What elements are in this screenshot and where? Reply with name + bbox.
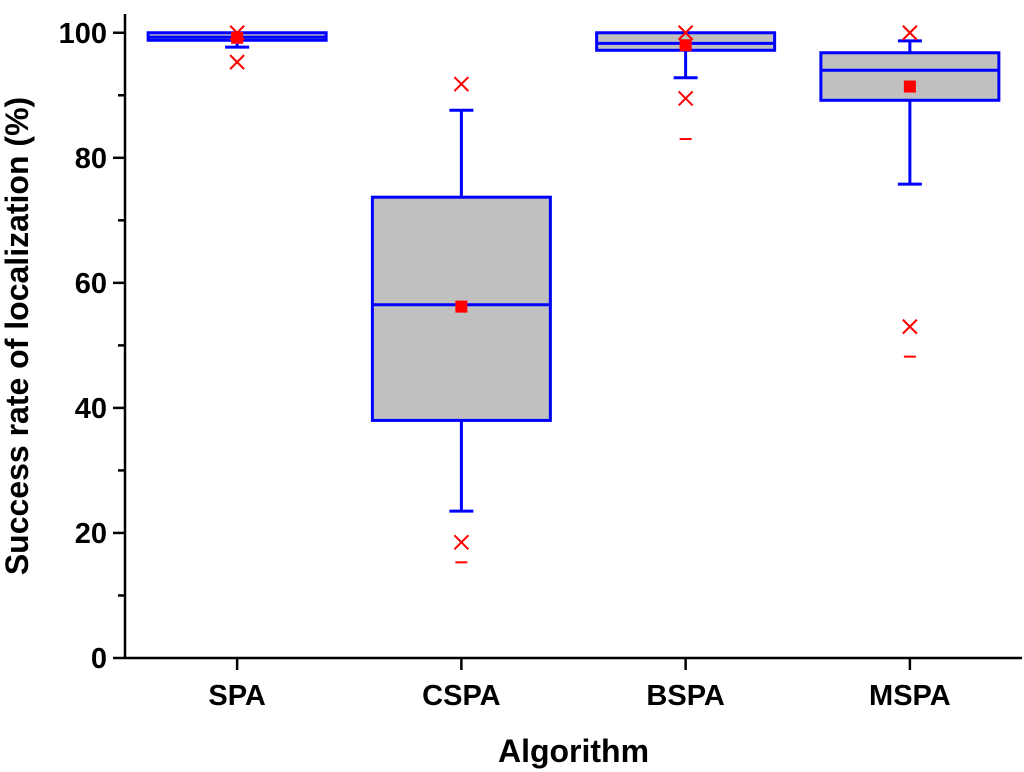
mean-marker bbox=[679, 39, 692, 52]
y-tick-label: 80 bbox=[75, 143, 107, 175]
x-axis-title: Algorithm bbox=[498, 733, 649, 769]
axes bbox=[123, 14, 1022, 660]
outlier-marker bbox=[453, 76, 470, 92]
outlier-cross-b bbox=[229, 54, 245, 70]
x-tick-label-mspa: MSPA bbox=[869, 680, 951, 712]
outlier-cross-b bbox=[229, 25, 245, 41]
plot-area bbox=[146, 25, 1001, 564]
outlier-marker bbox=[902, 25, 918, 41]
y-tick-label: 20 bbox=[75, 518, 107, 550]
mean-marker bbox=[903, 80, 916, 93]
outlier-marker bbox=[229, 25, 245, 41]
y-tick-label: 40 bbox=[75, 393, 107, 425]
box-group-spa bbox=[146, 25, 328, 70]
ticks: 0 20 40 60 80 100 SPA CSPA BSPA MSPA bbox=[59, 18, 951, 712]
y-tick-label: 0 bbox=[91, 643, 107, 675]
outlier-cross-b bbox=[902, 25, 918, 41]
outlier-cross-b bbox=[453, 76, 470, 92]
outlier-marker bbox=[902, 318, 918, 335]
box-iqr bbox=[819, 51, 1001, 102]
y-tick-label: 100 bbox=[59, 18, 107, 50]
outlier-marker bbox=[229, 54, 245, 70]
x-tick-label-bspa: BSPA bbox=[646, 680, 724, 712]
y-axis-title: Success rate of localization (%) bbox=[0, 97, 35, 575]
outlier-cross-b bbox=[677, 25, 694, 41]
y-tick-label: 60 bbox=[75, 268, 107, 300]
outlier-cross-b bbox=[902, 318, 918, 335]
outlier-cross-b bbox=[677, 90, 694, 107]
box-group-bspa bbox=[595, 25, 777, 141]
box-group-cspa bbox=[370, 76, 552, 564]
x-tick-label-spa: SPA bbox=[208, 680, 266, 712]
mean-marker bbox=[455, 300, 468, 313]
outlier-marker bbox=[677, 90, 694, 107]
outlier-marker bbox=[453, 534, 470, 551]
box-group-mspa bbox=[819, 25, 1001, 358]
outlier-cross-b bbox=[453, 534, 470, 551]
outlier-marker bbox=[677, 25, 694, 41]
x-tick-label-cspa: CSPA bbox=[422, 680, 500, 712]
